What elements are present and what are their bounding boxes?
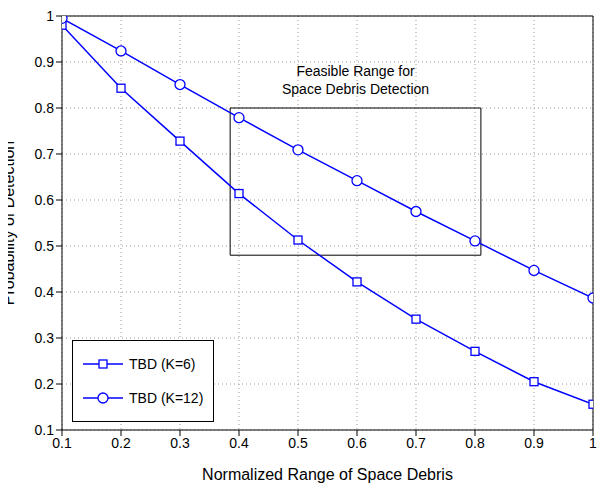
svg-text:0.4: 0.4 bbox=[35, 284, 55, 300]
svg-text:0.5: 0.5 bbox=[35, 238, 55, 254]
svg-text:Feasible Range for: Feasible Range for bbox=[296, 63, 415, 79]
svg-text:Probability of Detection: Probability of Detection bbox=[8, 141, 17, 306]
svg-text:1: 1 bbox=[46, 8, 54, 24]
svg-text:0.8: 0.8 bbox=[465, 435, 485, 451]
svg-text:0.9: 0.9 bbox=[524, 435, 544, 451]
svg-text:0.7: 0.7 bbox=[406, 435, 426, 451]
svg-text:0.9: 0.9 bbox=[35, 54, 55, 70]
html-text:TBD (K=6): TBD (K=6) bbox=[129, 356, 196, 372]
svg-text:0.1: 0.1 bbox=[35, 422, 55, 438]
svg-text:Normalized Range of Space Debr: Normalized Range of Space Debris bbox=[202, 466, 453, 483]
svg-text:0.5: 0.5 bbox=[288, 435, 308, 451]
svg-text:0.3: 0.3 bbox=[170, 435, 190, 451]
svg-text:0.6: 0.6 bbox=[35, 192, 55, 208]
svg-text:0.4: 0.4 bbox=[229, 435, 249, 451]
svg-text:0.8: 0.8 bbox=[35, 100, 55, 116]
svg-text:0.1: 0.1 bbox=[52, 435, 72, 451]
html-text:TBD (K=12): TBD (K=12) bbox=[129, 390, 204, 406]
svg-text:1: 1 bbox=[589, 435, 597, 451]
svg-text:0.2: 0.2 bbox=[111, 435, 131, 451]
svg-text:Space Debris Detection: Space Debris Detection bbox=[282, 81, 429, 97]
svg-text:0.3: 0.3 bbox=[35, 330, 55, 346]
svg-text:0.6: 0.6 bbox=[347, 435, 367, 451]
svg-text:0.7: 0.7 bbox=[35, 146, 55, 162]
svg-text:0.2: 0.2 bbox=[35, 376, 55, 392]
